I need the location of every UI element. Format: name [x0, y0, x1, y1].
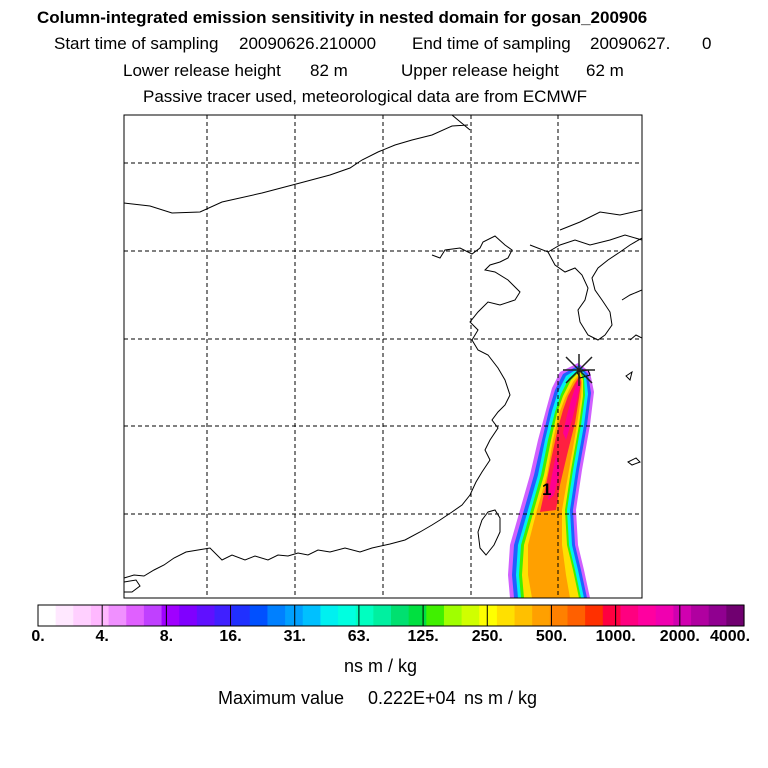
colorbar-frame — [37, 604, 745, 627]
colorbar-swatch — [285, 605, 304, 626]
colorbar-swatch — [267, 605, 286, 626]
colorbar-swatch — [90, 605, 110, 626]
colorbar-swatch — [338, 605, 357, 626]
colorbar-tick-label: 63. — [347, 628, 371, 645]
grid — [124, 115, 642, 598]
plume-layer-magenta-2 — [548, 455, 560, 500]
colorbar-swatch — [355, 605, 374, 626]
colorbar-swatch — [38, 605, 57, 626]
colorbar-swatch — [408, 605, 427, 626]
colorbar-swatch — [496, 605, 516, 626]
colorbar-swatch — [638, 605, 657, 626]
taiwan — [477, 509, 501, 556]
colorbar-swatch — [585, 605, 604, 626]
colorbar-swatch — [196, 605, 216, 626]
colorbar-swatch — [461, 605, 480, 626]
colorbar-swatch — [620, 605, 639, 626]
colorbar-swatch — [426, 605, 445, 626]
coastlines — [124, 115, 642, 593]
colorbar-tick-label: 8. — [159, 628, 174, 645]
end-time-value: 20090627. — [590, 34, 671, 53]
korea-coast — [547, 237, 642, 341]
colorbar-swatch — [726, 605, 745, 626]
border-north — [124, 115, 471, 214]
lower-height-value: 82 m — [310, 61, 348, 80]
colorbar-swatch — [691, 605, 710, 626]
end-time-hour: 0 — [702, 34, 712, 53]
hainan — [124, 579, 141, 593]
colorbar-swatch — [567, 605, 586, 626]
colorbar-tick-label: 31. — [283, 628, 306, 645]
colorbar-swatch — [161, 605, 180, 626]
max-value-label: Maximum value — [218, 688, 345, 708]
colorbar-swatch — [391, 605, 410, 626]
colorbar-tick-label: 1000. — [595, 628, 636, 645]
upper-height-value: 62 m — [586, 61, 624, 80]
colorbar-tick-label: 0. — [31, 628, 45, 645]
japan-coast — [621, 289, 642, 466]
colorbar-tick-label: 250. — [471, 628, 503, 645]
colorbar-unit: ns m / kg — [344, 656, 418, 676]
colorbar-tick-label: 125. — [407, 628, 439, 645]
colorbar-swatch — [320, 605, 339, 626]
colorbar-swatch — [249, 605, 269, 626]
colorbar-tick-label: 4000. — [709, 628, 751, 645]
colorbar-swatch — [55, 605, 74, 626]
colorbar-swatch — [532, 605, 551, 626]
colorbar-tick-label: 2000. — [659, 628, 700, 645]
colorbar-swatch — [108, 605, 127, 626]
colorbar-tick-label: 4. — [95, 628, 109, 645]
colorbar-swatch — [302, 605, 321, 626]
colorbar-swatch — [126, 605, 145, 626]
colorbar-swatch — [143, 605, 163, 626]
colorbar-swatch — [655, 605, 674, 626]
colorbar-swatch — [514, 605, 533, 626]
start-time-label: Start time of sampling — [54, 34, 219, 53]
colorbar-tick-label: 16. — [219, 628, 242, 645]
colorbar-swatch — [179, 605, 198, 626]
lower-height-label: Lower release height — [123, 61, 281, 80]
start-time-value: 20090626.210000 — [239, 34, 377, 53]
colorbar-swatch — [232, 605, 251, 626]
china-coast — [124, 235, 521, 579]
colorbar-swatch — [602, 605, 622, 626]
plot-title: Column-integrated emission sensitivity i… — [37, 8, 648, 27]
colorbar — [37, 605, 745, 626]
colorbar-swatch — [443, 605, 463, 626]
colorbar-swatch — [708, 605, 727, 626]
border-northeast — [529, 209, 642, 253]
colorbar-swatch — [549, 605, 569, 626]
colorbar-swatch — [73, 605, 92, 626]
map-frame — [123, 114, 643, 599]
plume-layer-magenta — [563, 377, 580, 440]
upper-height-label: Upper release height — [401, 61, 559, 80]
colorbar-swatch — [479, 605, 498, 626]
colorbar-tick-label: 500. — [535, 628, 568, 645]
colorbar-swatch — [673, 605, 692, 626]
tracer-note: Passive tracer used, meteorological data… — [143, 87, 588, 106]
max-value: 0.222E+04 — [368, 688, 456, 708]
end-time-label: End time of sampling — [412, 34, 571, 53]
max-value-unit: ns m / kg — [464, 688, 538, 708]
cluster-label: 1 — [542, 480, 552, 499]
colorbar-swatch — [214, 605, 233, 626]
release-point-marker — [563, 354, 595, 386]
colorbar-swatch — [373, 605, 392, 626]
